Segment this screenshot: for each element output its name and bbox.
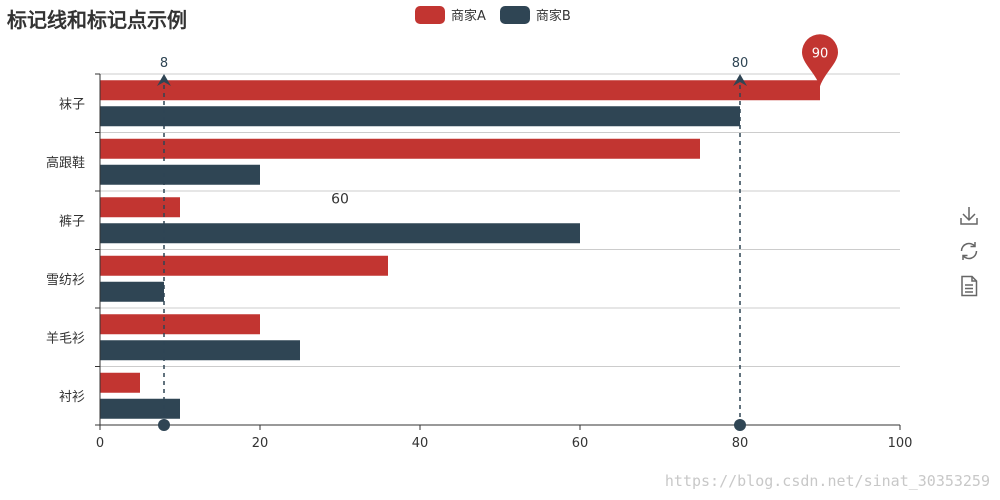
bar-b xyxy=(100,106,740,127)
bar-b xyxy=(100,281,164,302)
mark-line-start-dot xyxy=(158,419,170,431)
legend-label-a: 商家A xyxy=(451,9,486,24)
y-tick-label: 羊毛衫 xyxy=(46,330,85,346)
bar-a xyxy=(100,197,180,218)
bar-a xyxy=(100,138,700,159)
x-tick-label: 80 xyxy=(732,436,749,451)
mark-point-pin xyxy=(802,34,838,87)
bar-a xyxy=(100,80,820,101)
watermark: https://blog.csdn.net/sinat_30353259 xyxy=(664,472,990,490)
data-view-icon[interactable] xyxy=(957,274,981,298)
bar-a xyxy=(100,314,260,335)
download-icon[interactable] xyxy=(957,204,981,228)
y-tick-label: 裤子 xyxy=(59,214,85,229)
x-tick-label: 100 xyxy=(888,436,913,451)
legend: 商家A 商家B xyxy=(415,5,585,24)
mark-line-start-dot xyxy=(734,419,746,431)
data-label: 60 xyxy=(331,191,349,207)
refresh-icon[interactable] xyxy=(957,239,981,263)
y-tick-label: 雪纺衫 xyxy=(46,273,85,288)
toolbox xyxy=(957,204,981,309)
legend-label-b: 商家B xyxy=(535,9,571,24)
legend-swatch-a xyxy=(415,5,445,24)
bar-b xyxy=(100,340,300,361)
mark-line-label: 80 xyxy=(732,56,749,71)
mark-line-arrow xyxy=(157,74,171,86)
mark-point-label: 90 xyxy=(812,46,829,61)
x-tick-label: 40 xyxy=(412,436,429,451)
x-tick-label: 0 xyxy=(96,436,104,451)
mark-line-arrow xyxy=(733,74,747,86)
bar-a xyxy=(100,255,388,276)
x-tick-label: 60 xyxy=(572,436,589,451)
mark-line-label: 8 xyxy=(160,56,168,71)
bar-a xyxy=(100,372,140,393)
bar-b xyxy=(100,164,260,185)
legend-item-a[interactable]: 商家A xyxy=(415,5,486,24)
y-tick-label: 衬衫 xyxy=(59,390,85,405)
y-tick-label: 袜子 xyxy=(59,97,85,112)
x-tick-label: 20 xyxy=(252,436,269,451)
bar-b xyxy=(100,223,580,244)
chart-title: 标记线和标记点示例 xyxy=(7,8,187,32)
y-tick-label: 高跟鞋 xyxy=(46,155,85,171)
bar-b xyxy=(100,398,180,419)
legend-item-b[interactable]: 商家B xyxy=(499,5,571,24)
legend-swatch-b xyxy=(499,5,530,24)
